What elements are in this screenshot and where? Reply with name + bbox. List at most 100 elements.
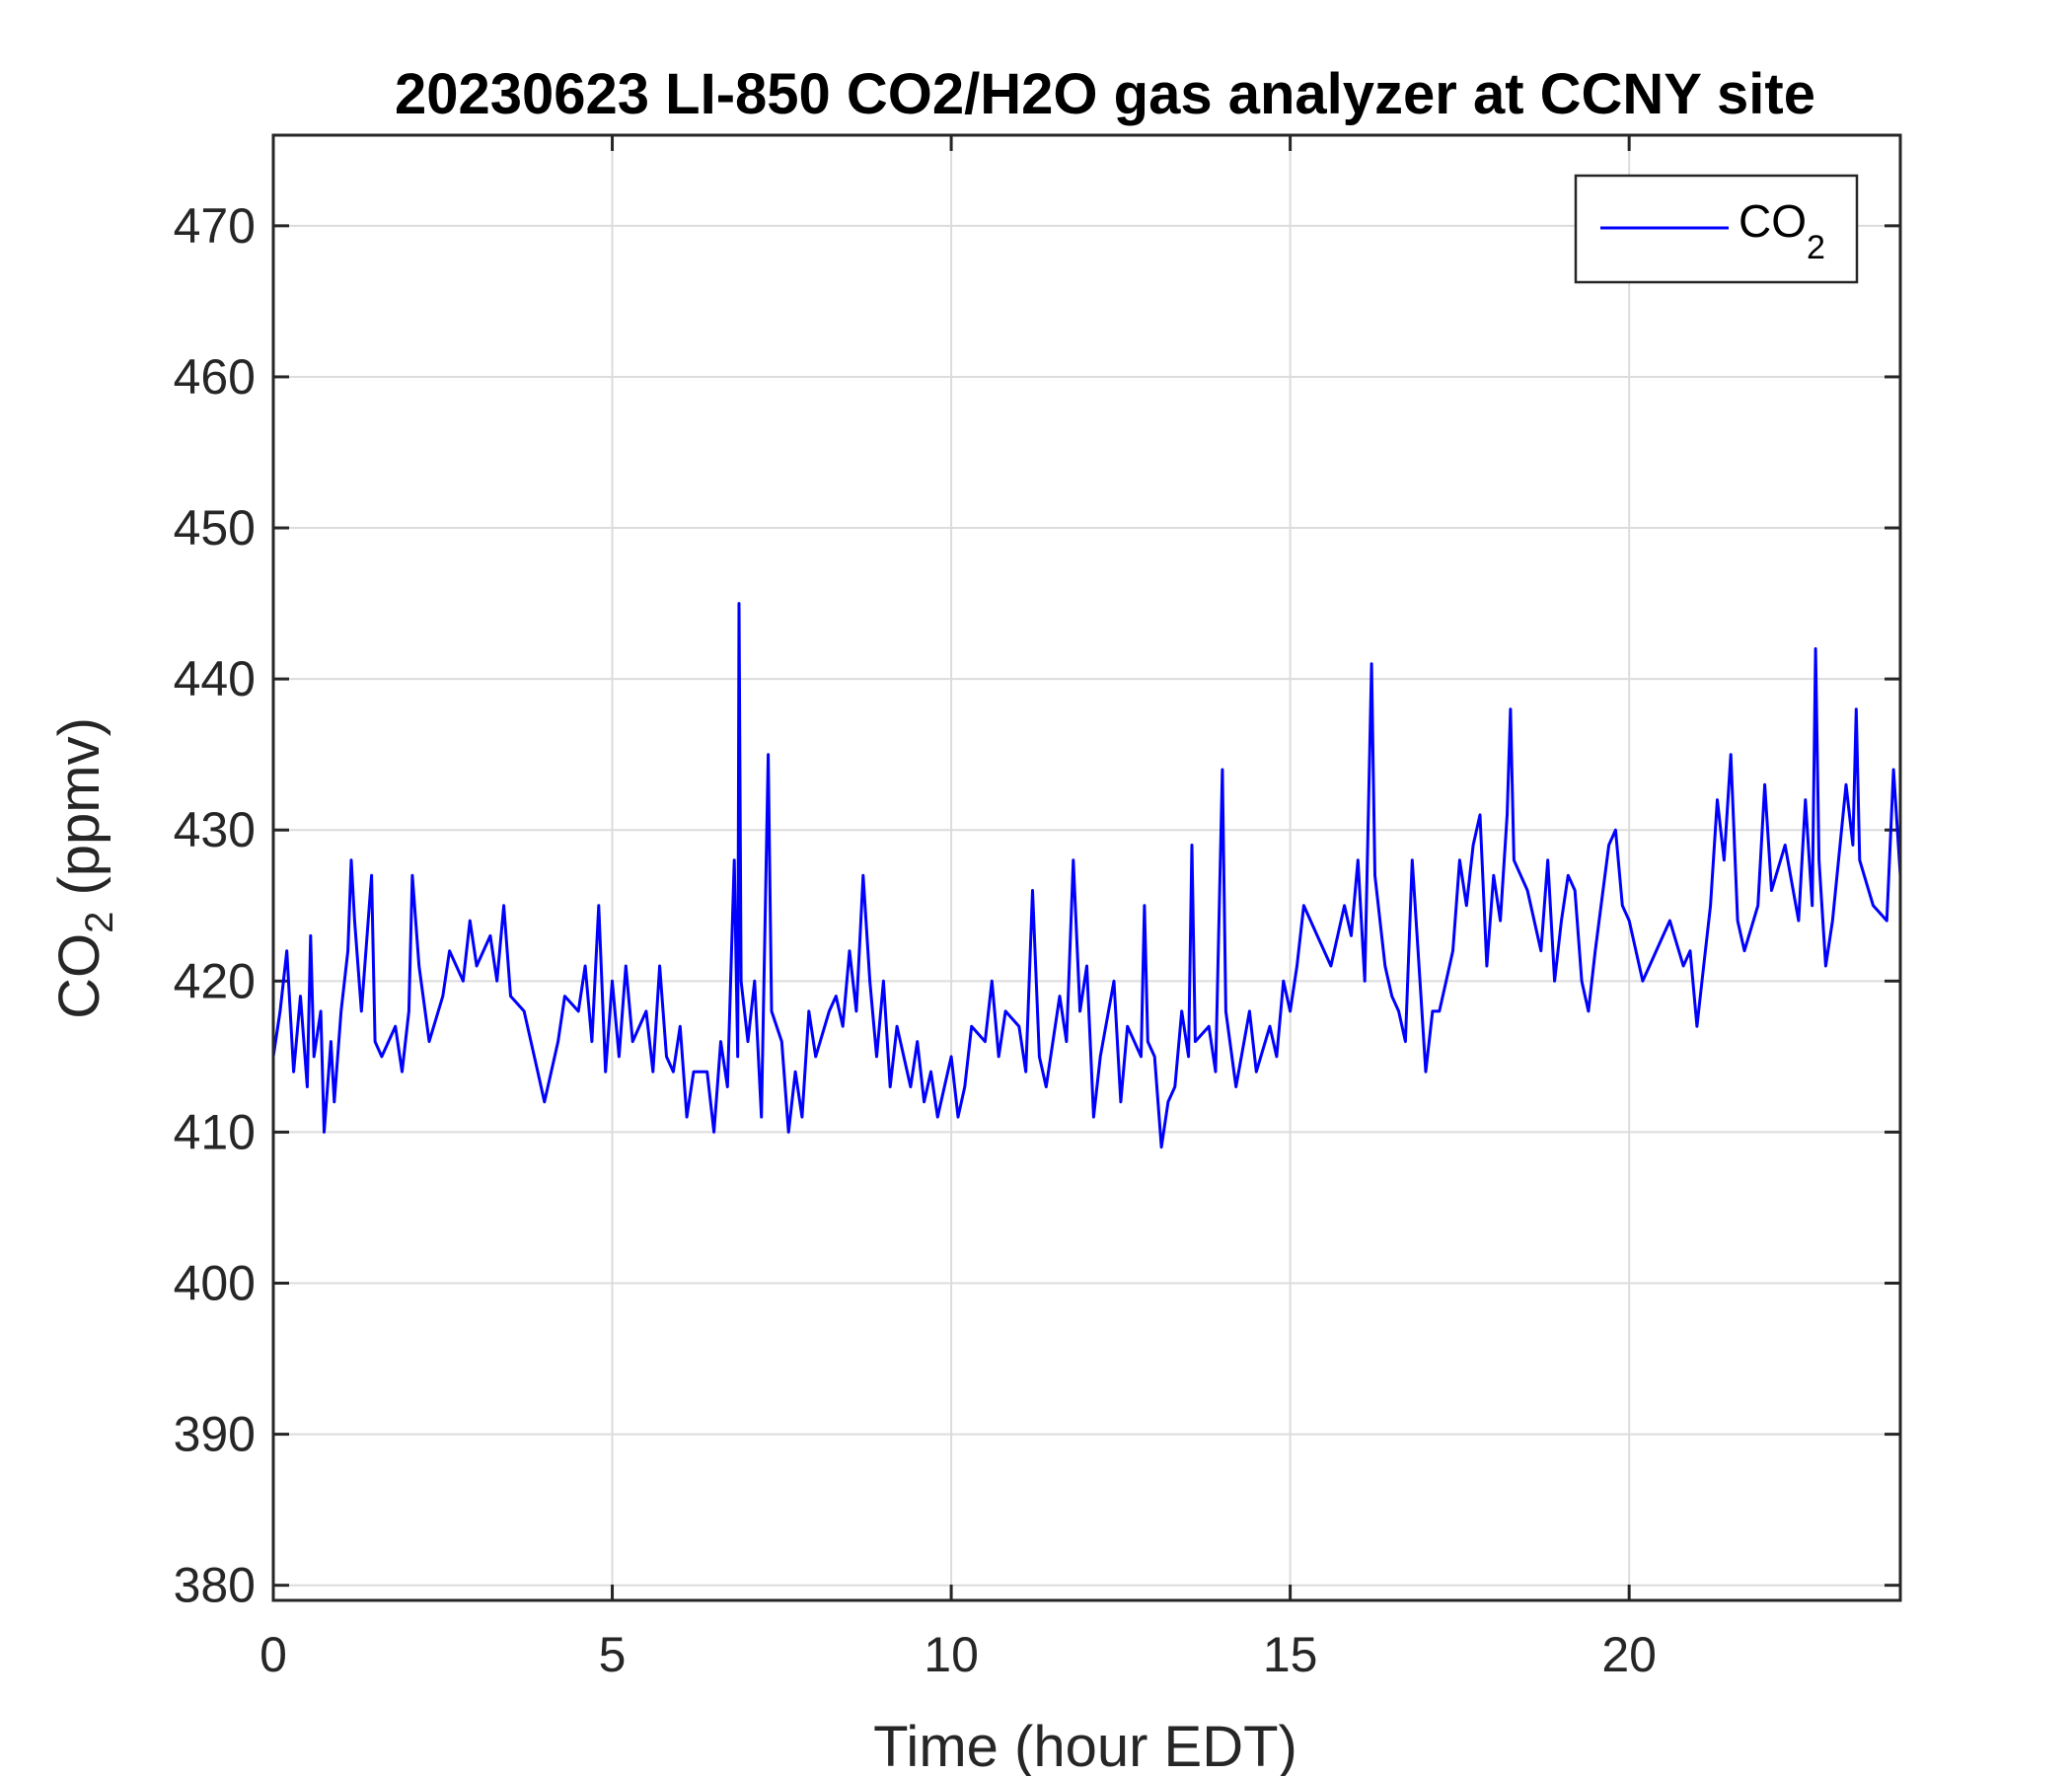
- y-tick-label: 470: [174, 198, 256, 254]
- data-point: [1113, 981, 1114, 982]
- data-point: [693, 1072, 694, 1073]
- data-point: [321, 1010, 322, 1011]
- data-point: [1731, 754, 1732, 755]
- data-point: [1690, 950, 1691, 951]
- y-tick-label: 440: [174, 651, 256, 706]
- data-point: [1568, 875, 1569, 876]
- data-point: [1893, 769, 1894, 770]
- data-point: [964, 1086, 965, 1087]
- data-point: [1221, 769, 1222, 770]
- data-point: [1235, 1086, 1236, 1087]
- data-point: [333, 1101, 334, 1102]
- data-point: [1256, 1072, 1257, 1073]
- data-point: [324, 1132, 325, 1133]
- plot-area: [273, 135, 1900, 1600]
- data-point: [524, 1010, 525, 1011]
- y-tick-label: 390: [174, 1407, 256, 1462]
- data-point: [1147, 1041, 1148, 1042]
- data-point: [1510, 708, 1511, 709]
- data-point: [1683, 966, 1684, 967]
- data-point: [1060, 996, 1061, 997]
- data-point: [1290, 1010, 1291, 1011]
- data-point: [1188, 1056, 1189, 1057]
- data-point: [429, 1041, 430, 1042]
- data-point: [1154, 1056, 1155, 1057]
- data-point: [1514, 859, 1515, 860]
- data-point: [850, 950, 851, 951]
- data-point: [1405, 1041, 1406, 1042]
- data-point: [951, 1056, 952, 1057]
- data-point: [564, 996, 565, 997]
- legend[interactable]: CO2: [1574, 174, 1859, 284]
- data-point: [713, 1132, 714, 1133]
- data-point: [632, 1041, 633, 1042]
- data-point: [1832, 921, 1833, 922]
- data-point: [1527, 890, 1528, 891]
- legend-label: CO2: [1739, 195, 1825, 266]
- data-point: [1500, 921, 1501, 922]
- data-point: [1120, 1101, 1121, 1102]
- data-point: [408, 1010, 409, 1011]
- y-tick-label: 420: [174, 953, 256, 1008]
- x-tick-label: 20: [1601, 1627, 1657, 1682]
- data-point: [331, 1041, 332, 1042]
- data-point: [1554, 981, 1555, 982]
- data-point: [1358, 859, 1359, 860]
- data-point: [361, 1010, 362, 1011]
- data-point: [666, 1056, 667, 1057]
- data-point: [489, 935, 490, 936]
- data-point: [375, 1041, 376, 1042]
- data-point: [1025, 1072, 1026, 1073]
- data-point: [937, 1117, 938, 1118]
- y-tick-label: 410: [174, 1104, 256, 1159]
- data-point: [1195, 1041, 1196, 1042]
- data-point: [1144, 905, 1145, 906]
- data-point: [720, 1041, 721, 1042]
- data-point: [788, 1132, 789, 1133]
- data-point: [1459, 859, 1460, 860]
- data-point: [1561, 921, 1562, 922]
- data-point: [1296, 966, 1297, 967]
- x-tick-label: 10: [924, 1627, 979, 1682]
- data-point: [1005, 1010, 1006, 1011]
- data-point: [883, 981, 884, 982]
- data-point: [1452, 950, 1453, 951]
- data-point: [340, 1010, 341, 1011]
- data-point: [557, 1041, 558, 1042]
- data-point: [381, 1056, 382, 1057]
- data-point: [442, 996, 443, 997]
- x-axis-label: Time (hour EDT): [873, 1715, 1297, 1776]
- data-point: [1032, 890, 1033, 891]
- data-point: [1445, 981, 1446, 982]
- data-point: [1486, 966, 1487, 967]
- data-point: [1785, 845, 1786, 846]
- data-point: [585, 966, 586, 967]
- series-line-co2: [271, 602, 1902, 1149]
- data-point: [1398, 1010, 1399, 1011]
- data-point: [1270, 1026, 1271, 1027]
- data-point: [1365, 981, 1366, 982]
- data-point: [1594, 950, 1595, 951]
- data-point: [402, 1072, 403, 1073]
- data-point: [1046, 1086, 1047, 1087]
- data-point: [1141, 1056, 1142, 1057]
- data-point: [1507, 814, 1508, 815]
- data-point: [992, 981, 993, 982]
- data-point: [741, 981, 742, 982]
- data-point: [1391, 996, 1392, 997]
- data-point: [1852, 845, 1853, 846]
- data-point: [1873, 905, 1874, 906]
- data-point: [1276, 1056, 1277, 1057]
- data-point: [1703, 966, 1704, 967]
- data-point: [354, 921, 355, 922]
- data-point: [395, 1026, 396, 1027]
- data-point: [1615, 830, 1616, 831]
- data-point: [897, 1026, 898, 1027]
- data-point: [1066, 1041, 1067, 1042]
- data-point: [1473, 845, 1474, 846]
- data-point: [1419, 966, 1420, 967]
- data-point: [1086, 966, 1087, 967]
- data-point: [371, 875, 372, 876]
- data-point: [754, 981, 755, 982]
